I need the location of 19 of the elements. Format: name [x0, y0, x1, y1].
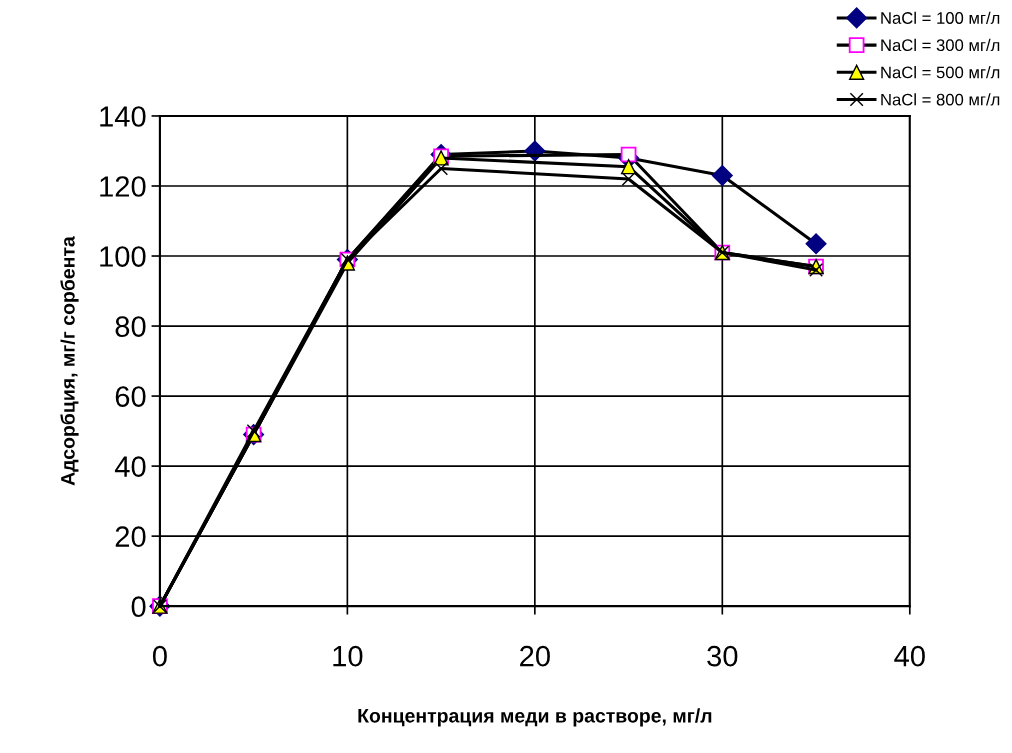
y-tick-label: 0	[131, 596, 146, 618]
y-tick-label: 40	[114, 456, 146, 477]
x-tick-label: 40	[894, 645, 925, 667]
y-tick-label: 20	[115, 526, 146, 547]
legend-label: NaCl = 300 мг/л	[881, 38, 1000, 52]
x-axis-title: Концентрация меди в растворе, мг/л	[358, 708, 712, 727]
legend-label: NaCl = 800 мг/л	[881, 93, 1000, 106]
y-axis-title: Адсорбция, мг/г сорбента	[60, 236, 79, 486]
y-tick-label: 80	[115, 316, 146, 337]
legend-label: NaCl = 500 мг/л	[881, 66, 1000, 79]
x-tick-label: 0	[152, 645, 167, 667]
legend-label: NaCl = 100 мг/л	[881, 11, 1000, 24]
y-tick-label: 140	[100, 106, 146, 127]
y-tick-label: 100	[100, 246, 146, 267]
x-tick-label: 30	[707, 645, 738, 667]
y-tick-label: 120	[100, 176, 146, 197]
y-tick-label: 60	[115, 386, 146, 407]
x-tick-label: 10	[333, 645, 363, 667]
x-tick-label: 20	[520, 645, 550, 667]
